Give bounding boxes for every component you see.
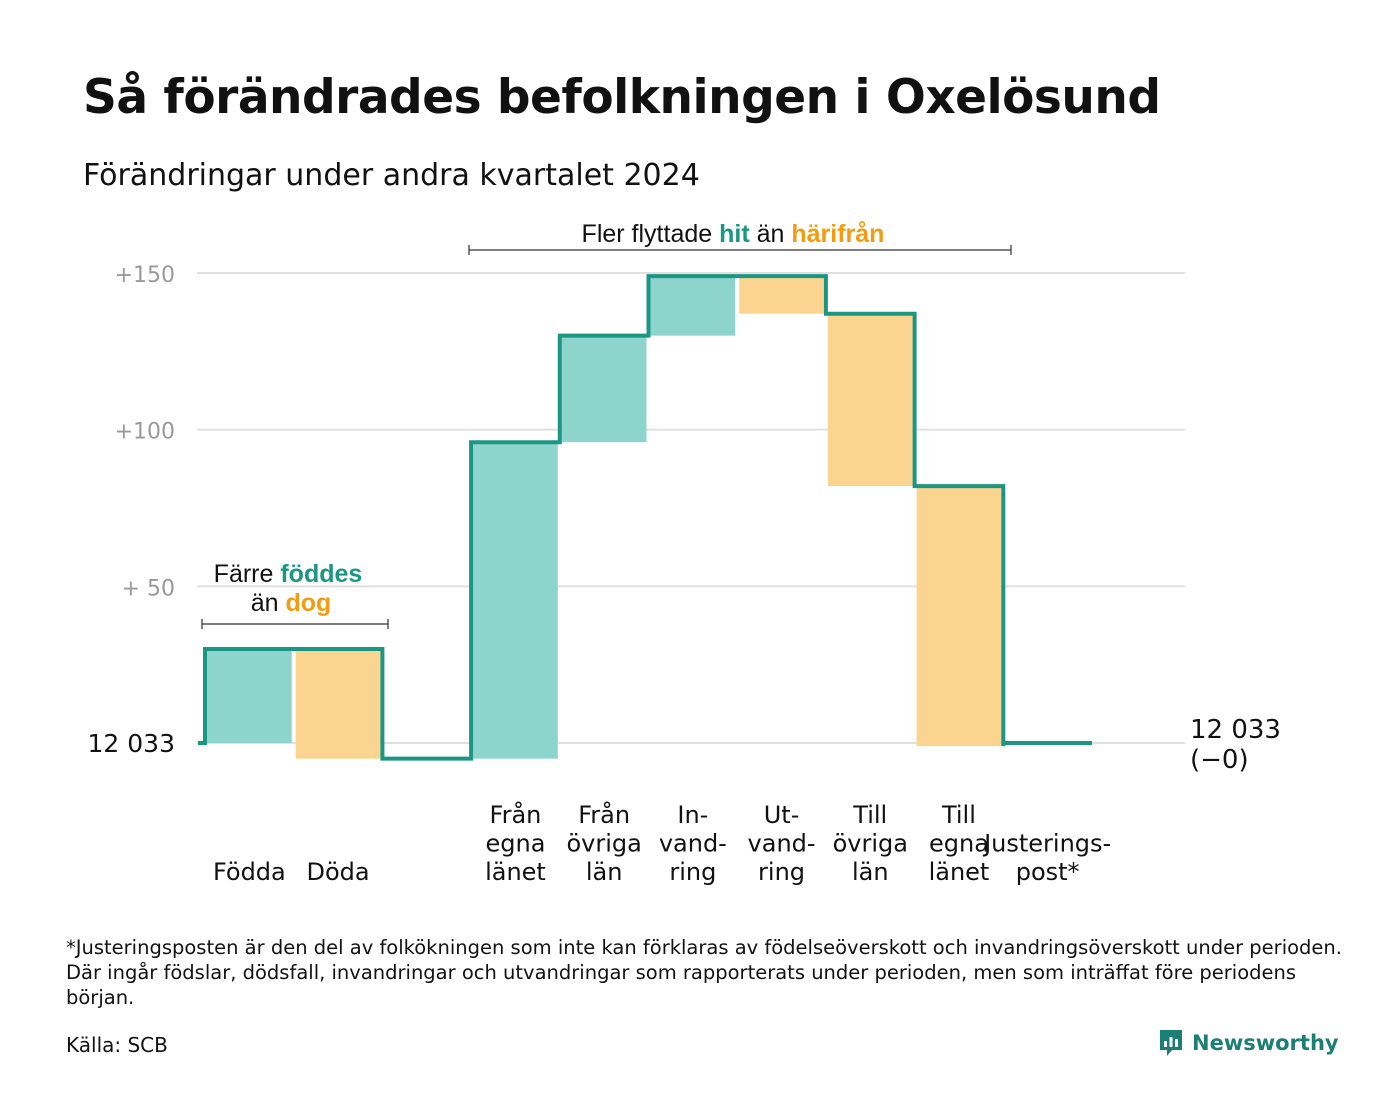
x-tick-label: ring <box>758 858 805 886</box>
cumulative-step-line <box>198 274 1092 761</box>
annotation-highlight-hit: hit <box>719 220 750 248</box>
x-tick-label: Från <box>490 800 542 829</box>
x-tick-label: In- <box>677 801 708 829</box>
x-tick-label: Döda <box>306 858 369 886</box>
x-tick-label: Ut- <box>764 801 800 829</box>
end-value-label: 12 033 <box>1190 715 1281 745</box>
x-tick-label: Födda <box>213 858 286 886</box>
x-tick-label: egna <box>929 830 989 858</box>
footnote: *Justeringsposten är den del av folkökni… <box>66 936 1342 1009</box>
x-tick-label: vand- <box>659 830 727 858</box>
bar <box>827 313 913 487</box>
bars <box>207 276 1002 759</box>
brand-name: Newsworthy <box>1192 1031 1339 1055</box>
newsworthy-logo-icon <box>1160 1030 1182 1056</box>
chart-title: Så förändrades befolkningen i Oxelösund <box>83 70 1161 125</box>
bar <box>207 649 292 743</box>
annotation-text: än <box>750 220 792 248</box>
y-tick-label: 12 033 <box>88 729 175 758</box>
annotation-text: Fler flyttade <box>582 220 720 248</box>
x-tick-label: övriga <box>833 830 908 858</box>
annotation-natural-line2: än dog <box>251 589 332 617</box>
annotation-text: än <box>251 589 286 617</box>
x-tick-label: övriga <box>566 830 641 858</box>
x-tick-label: egna <box>485 830 545 858</box>
chart-subtitle: Förändringar under andra kvartalet 2024 <box>83 158 700 193</box>
bar <box>561 335 647 443</box>
y-tick-label: +100 <box>115 420 175 445</box>
x-tick-label: länet <box>929 858 990 886</box>
bar <box>650 276 736 336</box>
bar <box>739 276 824 314</box>
x-tick-label: län <box>852 858 889 886</box>
annotation-migration: Fler flyttade hit än härifrån <box>582 220 885 248</box>
annotation-highlight-foddes: föddes <box>280 560 362 588</box>
x-axis-labels: Födda DödaFrånegnalänetFrånövrigalänIn-va… <box>213 800 1111 886</box>
x-tick-label: post* <box>1016 858 1080 886</box>
x-tick-label: ring <box>669 858 716 886</box>
bar <box>295 649 381 759</box>
source-label: Källa: SCB <box>66 1033 168 1057</box>
end-change-label: (−0) <box>1190 745 1249 775</box>
brand-logo[interactable]: Newsworthy <box>1158 1028 1339 1058</box>
bar <box>473 442 558 759</box>
y-axis-labels: +150 +100 + 50 12 033 <box>88 263 175 758</box>
annotation-text: Färre <box>214 560 281 588</box>
x-tick-label: Från <box>578 800 630 829</box>
y-tick-label: + 50 <box>122 576 175 601</box>
x-tick-label: län <box>586 858 623 886</box>
annotation-natural-line1: Färre föddes <box>214 560 363 588</box>
y-tick-label: +150 <box>115 263 175 288</box>
x-tick-label: Justerings- <box>982 830 1111 858</box>
x-tick-label: vand- <box>748 830 816 858</box>
x-tick-label: Till <box>941 801 976 829</box>
x-tick-label: länet <box>485 858 546 886</box>
annotation-highlight-dog: dog <box>285 589 331 617</box>
annotation-highlight-harifran: härifrån <box>791 220 884 248</box>
bar <box>916 486 1002 747</box>
x-tick-label: Till <box>852 801 887 829</box>
